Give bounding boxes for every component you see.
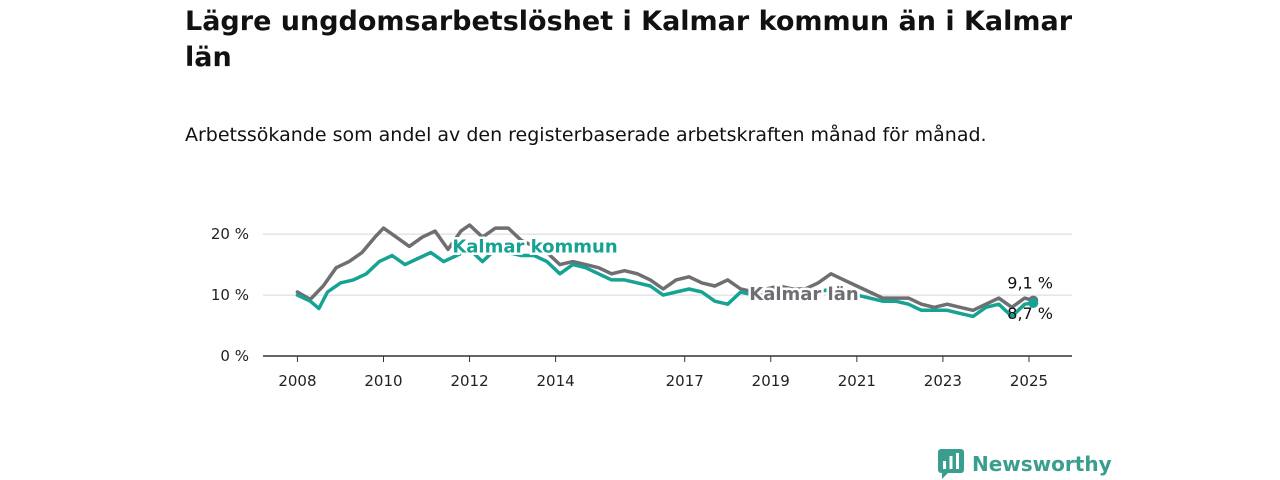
end-value-label: 8,7 % [1007, 304, 1053, 323]
series-name-label: Kalmar län [749, 284, 858, 305]
x-tick-label: 2021 [838, 372, 876, 390]
series-name-label: Kalmar kommun [452, 236, 617, 257]
x-axis: 2008 2010 2012 2014 2017 2019 2021 2023 2025 [263, 355, 1072, 390]
x-tick-label: 2019 [752, 372, 790, 390]
chart-title: Lägre ungdomsarbetslöshet i Kalmar kommu… [185, 6, 1073, 73]
end-value-label: 9,1 % [1007, 274, 1053, 293]
chart-subtitle: Arbetssökande som andel av den registerb… [185, 124, 987, 146]
newsworthy-brand: Newsworthy [938, 449, 1112, 479]
y-tick-label: 0 % [220, 347, 249, 365]
series-line-kalmar-kommun [295, 247, 1036, 319]
x-tick-label: 2025 [1010, 372, 1048, 390]
y-tick-label: 10 % [211, 286, 249, 304]
y-tick-label: 20 % [211, 225, 249, 243]
x-tick-label: 2010 [364, 372, 402, 390]
x-tick-label: 2014 [537, 372, 575, 390]
series-line-kalmar-län [295, 223, 1036, 313]
newsworthy-logo-icon [938, 449, 964, 479]
x-tick-label: 2023 [924, 372, 962, 390]
series-labels: 9,1 % Kalmar län 8,7 % Kalmar kommun [450, 234, 1053, 323]
series-lines [295, 223, 1039, 319]
x-tick-label: 2017 [666, 372, 704, 390]
brand-name: Newsworthy [972, 452, 1112, 476]
y-axis-ticks: 0 % 10 % 20 % [211, 225, 249, 365]
x-tick-label: 2012 [450, 372, 488, 390]
series-endpoint-kalmar-kommun [1028, 298, 1039, 309]
x-tick-label: 2008 [278, 372, 316, 390]
